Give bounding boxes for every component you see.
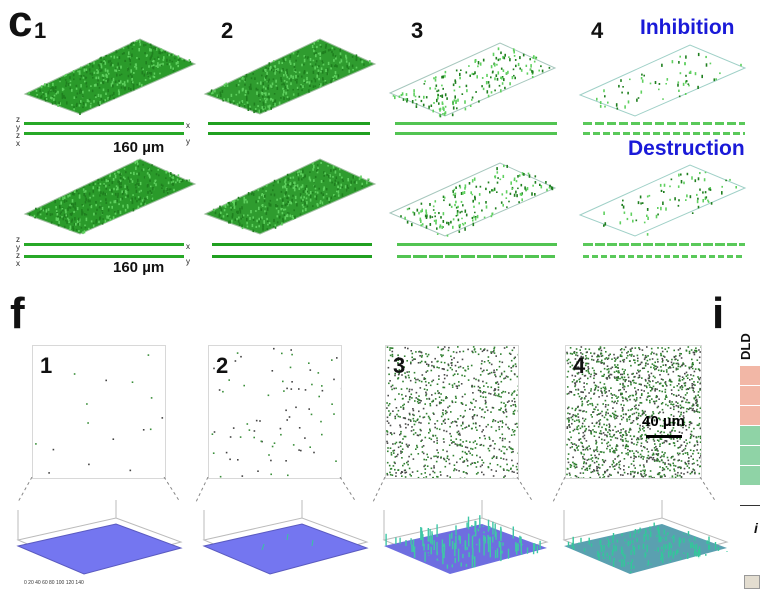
biofilm-3d-c3-row2 xyxy=(388,162,557,237)
panel-c-sub-1: 1 xyxy=(34,18,47,43)
confocal-2d-f2 xyxy=(208,345,342,479)
scale-label-top: 160 µm xyxy=(113,139,165,156)
axis-x-label-row2: x xyxy=(186,242,190,251)
dld-cell xyxy=(740,386,760,406)
xz-section-c4-row1 xyxy=(583,122,745,125)
yz-section-c4-row2 xyxy=(583,255,745,258)
xz-section-c2-row1 xyxy=(208,122,370,125)
surface-plot-f4 xyxy=(562,500,729,574)
dld-cell xyxy=(740,466,760,486)
panel-f-label: f xyxy=(10,289,25,338)
yz-section-c2-row1 xyxy=(208,132,370,135)
surface-plot-f1: 0 20 40 60 80 100 120 140 xyxy=(16,500,183,586)
surface-plot-f3 xyxy=(382,500,549,574)
panel-f-sub-3: 3 xyxy=(393,353,406,378)
biofilm-3d-c1-row1 xyxy=(23,38,197,115)
scale-label-bottom: 160 µm xyxy=(113,259,165,276)
confocal-2d-f4 xyxy=(565,345,702,479)
table-rule xyxy=(740,505,760,506)
axis-y-label-row1: y xyxy=(186,137,190,146)
dld-color-column xyxy=(740,366,760,486)
biofilm-3d-c2-row2 xyxy=(203,158,377,235)
yz-section-c3-row1 xyxy=(395,132,557,135)
panel-c-sub-3: 3 xyxy=(411,18,424,43)
surface-plot-f2 xyxy=(202,500,369,575)
dld-cell xyxy=(740,366,760,386)
confocal-2d-f3 xyxy=(385,345,519,479)
destruction-label: Destruction xyxy=(628,137,745,160)
xz-section-c1-row1 xyxy=(24,122,184,125)
panel-i-label: i xyxy=(712,289,725,338)
biofilm-3d-c2-row1 xyxy=(203,38,377,115)
scale-bar-f xyxy=(646,435,682,438)
xz-section-c3-row2 xyxy=(397,243,557,246)
panel-c-sub-4: 4 xyxy=(591,18,604,43)
panel-f-sub-1: 1 xyxy=(40,353,53,378)
dld-cell xyxy=(740,406,760,426)
panel-c-sub-2: 2 xyxy=(221,18,234,43)
axis-y-label-row2: y xyxy=(186,257,190,266)
axis-x-label-row1: x xyxy=(186,121,190,130)
biofilm-3d-c3-row1 xyxy=(388,42,557,118)
dld-cell xyxy=(740,446,760,466)
confocal-2d-f1 xyxy=(32,345,166,479)
biofilm-3d-c1-row2 xyxy=(23,158,197,235)
zoom-guides xyxy=(17,477,717,503)
inhibition-label: Inhibition xyxy=(640,16,735,39)
panel-f-sub-2: 2 xyxy=(216,353,229,378)
yz-section-c4-row1 xyxy=(583,132,745,135)
panel-f-sub-4: 4 xyxy=(573,353,586,378)
panel-c-label: c xyxy=(8,0,33,46)
scale-label-f: 40 µm xyxy=(642,413,685,430)
xz-section-c4-row2 xyxy=(583,243,745,246)
legend-swatch xyxy=(744,575,760,589)
yz-section-c2-row2 xyxy=(212,255,372,258)
dld-cell xyxy=(740,426,760,446)
panel-i-caption-fragment: i xyxy=(754,520,758,536)
biofilm-3d-c4-row2 xyxy=(578,164,747,237)
xz-section-c1-row2 xyxy=(24,243,184,246)
yz-section-c1-row1 xyxy=(24,132,184,135)
yz-section-c3-row2 xyxy=(397,255,557,258)
biofilm-3d-c4-row1 xyxy=(578,44,747,117)
xz-section-c2-row2 xyxy=(212,243,372,246)
xz-section-c3-row1 xyxy=(395,122,557,125)
yz-section-c1-row2 xyxy=(24,255,184,258)
svg-text:0 20 40 60 80 100 120 140: 0 20 40 60 80 100 120 140 xyxy=(24,580,84,586)
